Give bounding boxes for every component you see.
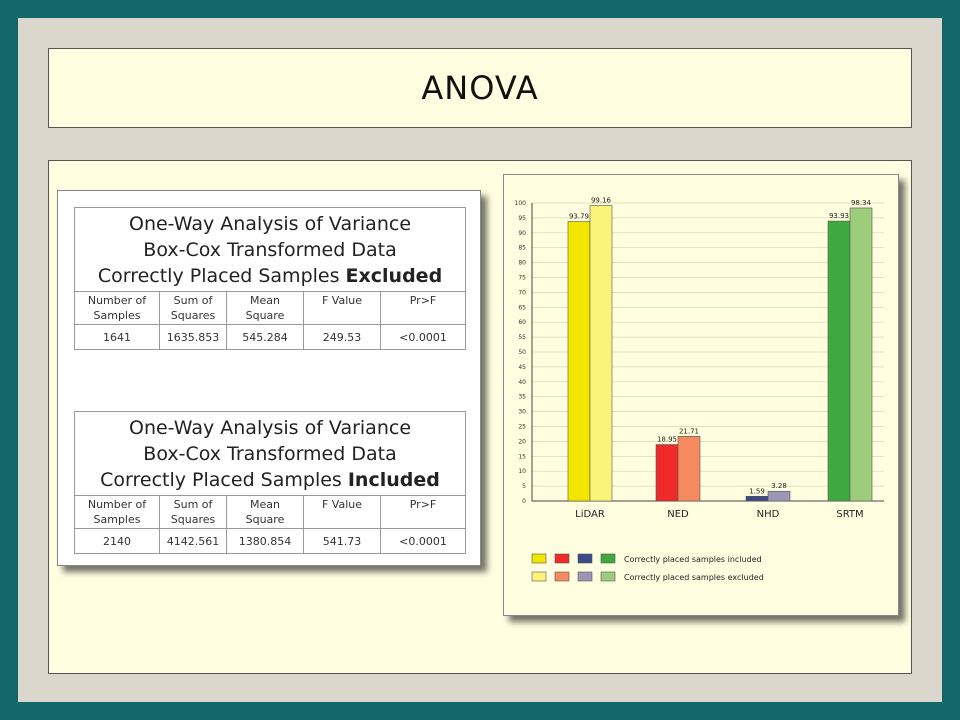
value-cell: <0.0001 <box>380 528 466 554</box>
data-label: 1.59 <box>749 487 765 495</box>
header-cell: Mean Square <box>226 291 304 325</box>
y-tick-label: 15 <box>518 453 526 460</box>
bar <box>677 436 701 502</box>
legend-swatch <box>531 553 547 564</box>
value-cell: 1635.853 <box>159 324 227 350</box>
bar-layer <box>567 205 873 502</box>
caption-line-1: One-Way Analysis of Variance <box>128 417 412 439</box>
header-cell: Sum of Squares <box>159 291 227 325</box>
legend-swatch <box>600 571 616 582</box>
y-tick-label: 40 <box>518 379 526 386</box>
chart-panel: 0 5 10 15 20 25 30 35 40 45 50 55 60 65 70 75 80 85 90 95 10… <box>503 174 899 616</box>
data-label: 21.71 <box>679 427 699 435</box>
legend-swatch <box>600 553 616 564</box>
bar <box>849 207 873 502</box>
y-tick-label: 10 <box>518 468 526 475</box>
data-label: 18.95 <box>657 436 677 444</box>
y-tick-label: 25 <box>518 424 526 431</box>
y-tick-label: 90 <box>518 230 526 237</box>
caption-bold: Included <box>347 469 440 491</box>
table-caption: One-Way Analysis of Variance Box-Cox Tra… <box>74 411 466 496</box>
value-cell: 4142.561 <box>159 528 227 554</box>
bar-chart: 0 5 10 15 20 25 30 35 40 45 50 55 60 65 70 75 80 85 90 95 10… <box>515 197 884 582</box>
data-label: 98.34 <box>851 199 872 207</box>
header-cell: Number of Samples <box>74 495 160 529</box>
caption-line-3: Correctly Placed Samples Included <box>77 467 463 493</box>
x-category-label: NHD <box>757 509 780 520</box>
y-tick-label: 100 <box>515 200 527 207</box>
y-tick-label: 30 <box>518 409 526 416</box>
y-tick-label: 50 <box>518 349 526 356</box>
data-label: 93.79 <box>569 213 589 221</box>
data-label: 99.16 <box>591 197 612 205</box>
x-category-label: LiDAR <box>575 509 605 520</box>
bar <box>589 205 613 502</box>
x-category-label: NED <box>667 509 689 520</box>
bar <box>655 444 679 502</box>
legend-swatch <box>554 553 570 564</box>
caption-line-1: One-Way Analysis of Variance <box>128 213 412 235</box>
value-cell: 545.284 <box>226 324 304 350</box>
caption-line-2: Box-Cox Transformed Data <box>143 443 397 465</box>
header-cell: Pr>F <box>380 495 466 529</box>
y-tick-label: 85 <box>518 245 526 252</box>
data-label: 3.28 <box>771 482 787 490</box>
title-box: ANOVA <box>48 48 912 128</box>
y-tick-label: 45 <box>518 364 526 371</box>
anova-table-excluded: One-Way Analysis of Variance Box-Cox Tra… <box>74 207 466 350</box>
y-tick-label: 20 <box>518 438 526 445</box>
y-tick-label: 0 <box>522 498 526 505</box>
legend-swatch <box>577 553 593 564</box>
value-cell: 541.73 <box>303 528 381 554</box>
caption-prefix: Correctly Placed Samples <box>100 469 348 491</box>
y-tick-label: 80 <box>518 260 526 267</box>
y-tick-label: 55 <box>518 334 526 341</box>
header-cell: Sum of Squares <box>159 495 227 529</box>
y-tick-label: 60 <box>518 319 526 326</box>
legend: Correctly placed samples included Correct… <box>531 553 764 582</box>
y-tick-label: 35 <box>518 394 526 401</box>
bar <box>767 490 791 502</box>
value-cell: 1380.854 <box>226 528 304 554</box>
legend-swatch <box>554 571 570 582</box>
header-cell: F Value <box>303 495 381 529</box>
bar <box>827 220 851 502</box>
header-cell: F Value <box>303 291 381 325</box>
header-cell: Number of Samples <box>74 291 160 325</box>
legend-swatch <box>531 571 547 582</box>
caption-bold: Excluded <box>345 265 443 287</box>
header-cell: Pr>F <box>380 291 466 325</box>
tables-panel: One-Way Analysis of Variance Box-Cox Tra… <box>57 190 481 566</box>
header-cell: Mean Square <box>226 495 304 529</box>
data-label: 93.93 <box>829 212 849 220</box>
value-cell: 1641 <box>74 324 160 350</box>
slide-title: ANOVA <box>421 69 539 107</box>
x-category-label: SRTM <box>836 509 863 520</box>
anova-table-included: One-Way Analysis of Variance Box-Cox Tra… <box>74 411 466 554</box>
y-tick-label: 5 <box>522 483 526 490</box>
y-tick-label: 95 <box>518 215 526 222</box>
caption-line-3: Correctly Placed Samples Excluded <box>77 263 463 289</box>
y-tick-label: 70 <box>518 289 526 296</box>
bar <box>745 495 769 502</box>
legend-entry: Correctly placed samples excluded <box>624 573 764 582</box>
bar <box>567 221 591 502</box>
caption-line-2: Box-Cox Transformed Data <box>143 239 397 261</box>
value-cell: <0.0001 <box>380 324 466 350</box>
table-caption: One-Way Analysis of Variance Box-Cox Tra… <box>74 207 466 292</box>
y-tick-label: 75 <box>518 275 526 282</box>
y-tick-label: 65 <box>518 304 526 311</box>
value-cell: 249.53 <box>303 324 381 350</box>
legend-entry: Correctly placed samples included <box>624 555 762 564</box>
caption-prefix: Correctly Placed Samples <box>97 265 346 287</box>
value-cell: 2140 <box>74 528 160 554</box>
legend-swatch <box>577 571 593 582</box>
